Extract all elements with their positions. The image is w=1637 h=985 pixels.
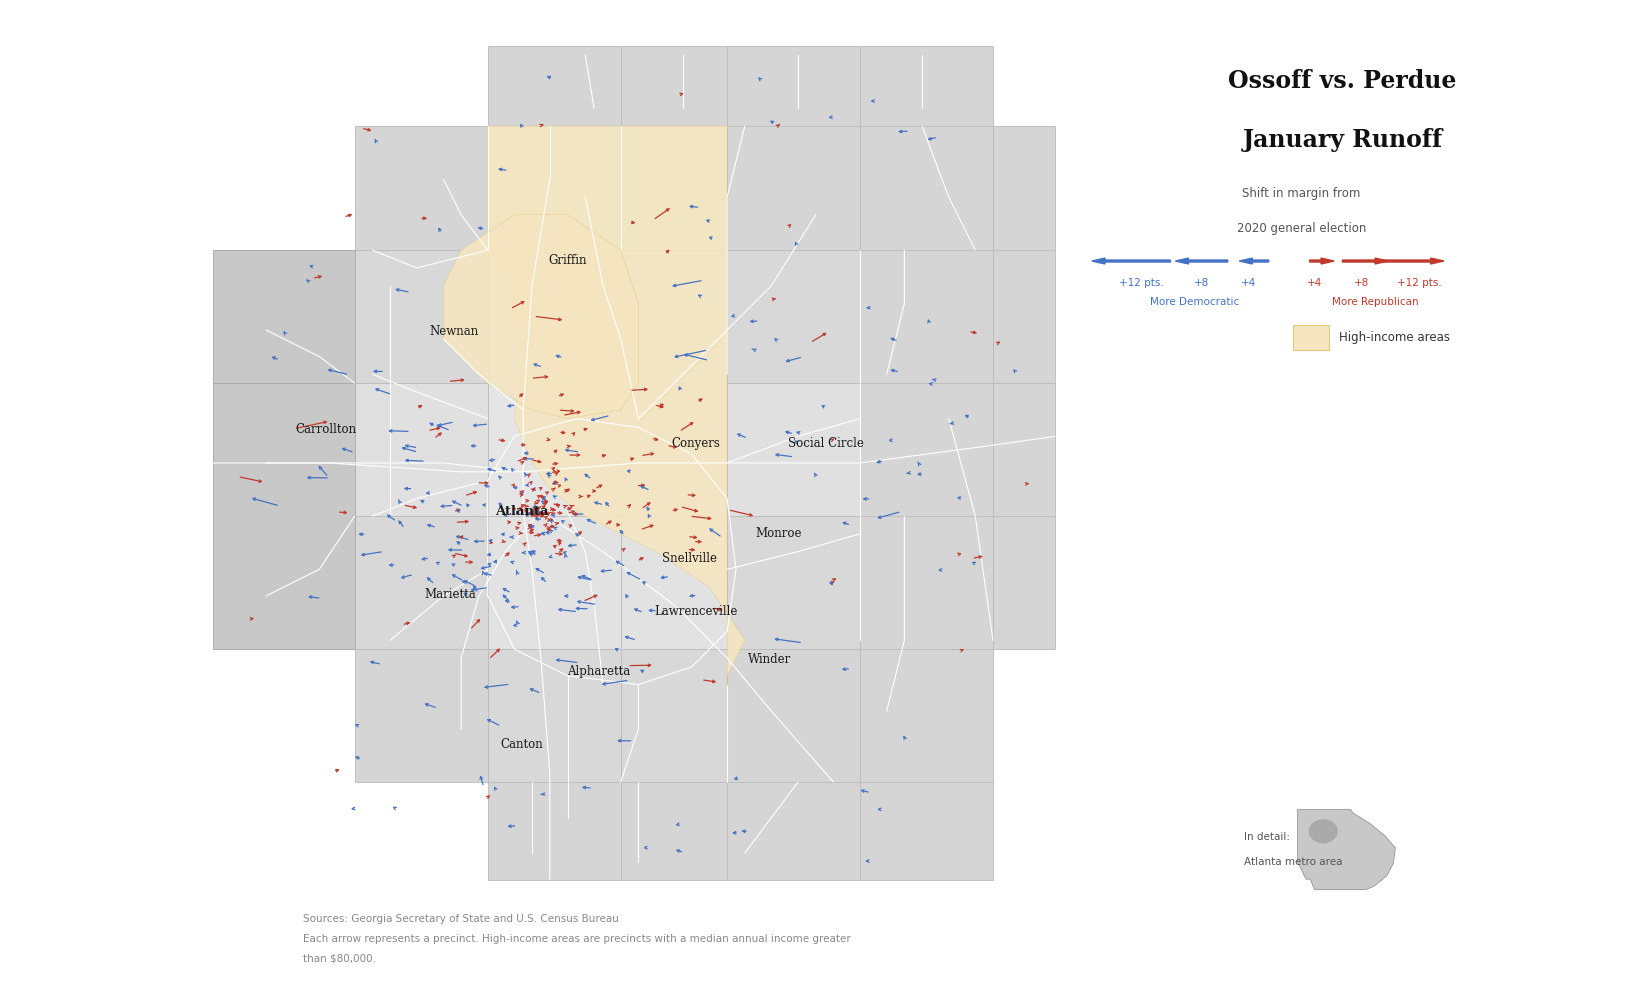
Polygon shape	[859, 649, 994, 782]
Text: Social Circle: Social Circle	[789, 437, 864, 450]
Polygon shape	[355, 250, 488, 383]
Text: +8: +8	[1354, 278, 1370, 288]
Circle shape	[1310, 820, 1337, 842]
Text: In detail:: In detail:	[1244, 832, 1290, 842]
Text: Conyers: Conyers	[671, 437, 720, 450]
Text: More Democratic: More Democratic	[1151, 297, 1239, 307]
Text: January Runoff: January Runoff	[1242, 128, 1442, 152]
Polygon shape	[727, 383, 859, 516]
Polygon shape	[488, 126, 745, 782]
Text: +12 pts.: +12 pts.	[1118, 278, 1164, 288]
Text: Newnan: Newnan	[429, 325, 478, 338]
Text: Atlanta metro area: Atlanta metro area	[1244, 857, 1342, 867]
Polygon shape	[859, 46, 994, 126]
Polygon shape	[727, 46, 859, 126]
Text: Ossoff vs. Perdue: Ossoff vs. Perdue	[1228, 69, 1457, 93]
Polygon shape	[994, 126, 1056, 250]
Text: +12 pts.: +12 pts.	[1396, 278, 1442, 288]
Polygon shape	[620, 649, 727, 782]
Polygon shape	[355, 649, 488, 782]
Polygon shape	[355, 516, 488, 649]
Text: Marietta: Marietta	[424, 588, 476, 601]
Polygon shape	[620, 782, 727, 880]
Polygon shape	[859, 516, 994, 649]
Text: More Republican: More Republican	[1333, 297, 1418, 307]
Polygon shape	[213, 383, 355, 516]
Polygon shape	[620, 250, 727, 383]
Text: Shift in margin from: Shift in margin from	[1242, 187, 1360, 200]
Polygon shape	[355, 383, 488, 516]
Polygon shape	[488, 250, 620, 383]
Polygon shape	[859, 126, 994, 250]
Polygon shape	[488, 46, 620, 126]
Polygon shape	[488, 649, 620, 782]
Polygon shape	[620, 516, 727, 649]
Polygon shape	[727, 516, 859, 649]
Text: Winder: Winder	[748, 653, 791, 666]
Text: Carrollton: Carrollton	[296, 423, 357, 435]
Text: +4: +4	[1241, 278, 1257, 288]
Polygon shape	[859, 782, 994, 880]
Polygon shape	[213, 250, 355, 383]
Polygon shape	[620, 46, 727, 126]
Polygon shape	[727, 250, 859, 383]
Polygon shape	[620, 126, 727, 250]
Text: Griffin: Griffin	[548, 254, 586, 267]
Polygon shape	[620, 383, 727, 516]
Text: +8: +8	[1193, 278, 1210, 288]
Polygon shape	[727, 649, 859, 782]
Polygon shape	[727, 782, 859, 880]
Text: 2020 general election: 2020 general election	[1236, 222, 1367, 234]
Polygon shape	[859, 383, 994, 516]
Text: +4: +4	[1306, 278, 1323, 288]
Text: Canton: Canton	[499, 739, 543, 752]
Polygon shape	[1298, 810, 1395, 889]
Polygon shape	[213, 516, 355, 649]
Polygon shape	[994, 516, 1056, 649]
Polygon shape	[488, 383, 620, 516]
Text: High-income areas: High-income areas	[1339, 331, 1450, 345]
Text: Sources: Georgia Secretary of State and U.S. Census Bureau: Sources: Georgia Secretary of State and …	[303, 914, 619, 924]
Text: than $80,000.: than $80,000.	[303, 953, 377, 963]
Polygon shape	[727, 126, 859, 250]
Polygon shape	[488, 782, 620, 880]
Text: Atlanta: Atlanta	[494, 505, 548, 518]
Polygon shape	[355, 126, 488, 250]
Polygon shape	[444, 215, 638, 419]
Text: Lawrenceville: Lawrenceville	[655, 606, 738, 619]
Text: Snellville: Snellville	[663, 553, 717, 565]
Polygon shape	[994, 383, 1056, 516]
Polygon shape	[213, 250, 355, 383]
Polygon shape	[994, 250, 1056, 383]
Polygon shape	[859, 250, 994, 383]
Polygon shape	[213, 383, 355, 649]
Text: Each arrow represents a precinct. High-income areas are precincts with a median : Each arrow represents a precinct. High-i…	[303, 934, 851, 944]
Text: Monroe: Monroe	[755, 527, 802, 541]
Polygon shape	[488, 126, 620, 250]
Polygon shape	[488, 516, 620, 649]
Text: Alpharetta: Alpharetta	[566, 665, 630, 678]
